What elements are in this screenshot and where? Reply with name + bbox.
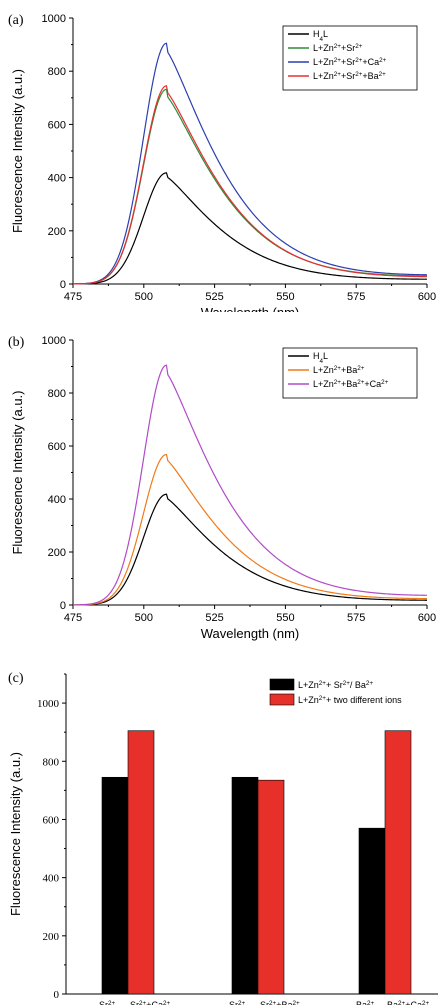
chart-a-x-axis-title: Wavelength (nm) [201, 305, 300, 312]
chart-a-series-line-2 [72, 42, 428, 285]
chart-b-y-tick-label: 0 [60, 600, 66, 612]
chart-b-legend-label: L+Zn2++Ba2+ [313, 365, 365, 376]
chart-a-legend-label: H4L [313, 29, 328, 43]
chart-b-y-tick-label: 200 [48, 547, 66, 559]
chart-c-y-tick-label: 200 [43, 931, 60, 943]
chart-c-legend-label: L+Zn2++ Sr2+/ Ba2+ [298, 680, 373, 691]
chart-a-y-tick-label: 400 [48, 173, 66, 185]
chart-c-bar [231, 776, 259, 995]
chart-c-bar [384, 730, 412, 995]
chart-b-y-tick-label: 800 [48, 388, 66, 400]
chart-b-y-tick-label: 1000 [42, 335, 66, 347]
chart-a-y-tick-label: 800 [48, 66, 66, 78]
chart-c-bar [127, 730, 155, 995]
chart-a-x-tick-label: 525 [205, 291, 223, 303]
chart-a-x-tick-label: 550 [276, 291, 294, 303]
chart-b-series-line-0 [72, 493, 427, 606]
chart-b-x-tick-label: 525 [205, 612, 223, 624]
chart-b-y-tick-label: 400 [48, 494, 66, 506]
chart-c: (c) 0 200 400 600 800 1000 Fluorescence Intensi… [8, 671, 438, 1005]
chart-b-panel-tag: (b) [8, 335, 25, 350]
chart-c-legend-label: L+Zn2++ two different ions [298, 695, 402, 706]
chart-b-x-tick-label: 475 [64, 612, 82, 624]
chart-b-legend-label: L+Zn2++Ba2++Ca2+ [313, 379, 389, 390]
chart-a-x-tick-label: 575 [347, 291, 365, 303]
chart-a-legend-label: L+Zn2++Sr2++Ba2+ [313, 71, 386, 82]
chart-c-x-tick-label: Sr2+ [99, 1000, 116, 1005]
chart-a-y-tick-label: 0 [60, 279, 66, 291]
chart-c-x-tick-label: Ba2+ [356, 1000, 375, 1005]
chart-a-series-line-3 [72, 85, 428, 285]
chart-b-x-tick-label: 550 [276, 612, 294, 624]
chart-a-series-line-0 [72, 172, 427, 285]
chart-c-y-tick-label: 800 [43, 756, 60, 768]
chart-b-x-tick-label: 600 [418, 612, 436, 624]
chart-c-y-axis-title: Fluorescence Intensity (a.u.) [8, 752, 23, 916]
chart-c-y-tick-label: 0 [54, 989, 60, 1001]
chart-b-y-tick-label: 600 [48, 441, 66, 453]
chart-b-x-tick-label: 575 [347, 612, 365, 624]
chart-c-bar [257, 779, 285, 995]
chart-a-series-line-1 [72, 88, 428, 285]
chart-c-x-tick-label: Sr2+ [229, 1000, 246, 1005]
chart-b: (b) 475 500 525 550 575 600 0 200 400 600 800 1000 Wa… [8, 335, 436, 641]
chart-c-y-tick-label: 600 [43, 814, 60, 826]
chart-a-y-tick-label: 200 [48, 226, 66, 238]
chart-b-y-axis-title: Fluorescence Intensity (a.u.) [10, 390, 25, 554]
chart-c-legend-swatch [269, 678, 295, 691]
chart-b-series-line-2 [72, 364, 428, 606]
chart-a-legend [282, 25, 418, 91]
chart-a-x-tick-label: 500 [135, 291, 153, 303]
chart-a-x-tick-label: 475 [64, 291, 82, 303]
chart-c-y-tick-label: 1000 [37, 698, 60, 710]
chart-c-x-tick-label: Sr2++Ba2+ [260, 1000, 300, 1005]
chart-c-bar [358, 827, 386, 995]
chart-c-legend-swatch [269, 693, 295, 706]
chart-a-y-axis-title: Fluorescence Intensity (a.u.) [10, 69, 25, 233]
chart-a-y-tick-label: 1000 [42, 13, 66, 25]
chart-a-legend-label: L+Zn2++Sr2+ [313, 43, 363, 54]
chart-a-x-tick-label: 600 [418, 291, 436, 303]
chart-c-panel-tag: (c) [8, 671, 24, 686]
chart-b-x-axis-title: Wavelength (nm) [201, 626, 300, 641]
chart-c-x-tick-label: Sr2++Ca2+ [130, 1000, 170, 1005]
chart-b-legend-label: H4L [313, 351, 328, 365]
chart-b-x-tick-label: 500 [135, 612, 153, 624]
chart-a: (a) 475 500 525 550 575 600 0 200 400 600 800 1000 Wa… [8, 13, 436, 312]
chart-a-panel-tag: (a) [8, 13, 24, 28]
chart-a-y-tick-label: 600 [48, 119, 66, 131]
chart-c-bar [101, 776, 129, 995]
chart-a-legend-label: L+Zn2++Sr2++Ca2+ [313, 57, 387, 68]
chart-c-y-tick-label: 400 [43, 873, 60, 885]
chart-c-x-tick-label: Ba2++Ca2+ [387, 1000, 429, 1005]
chart-b-series-line-1 [72, 453, 428, 606]
